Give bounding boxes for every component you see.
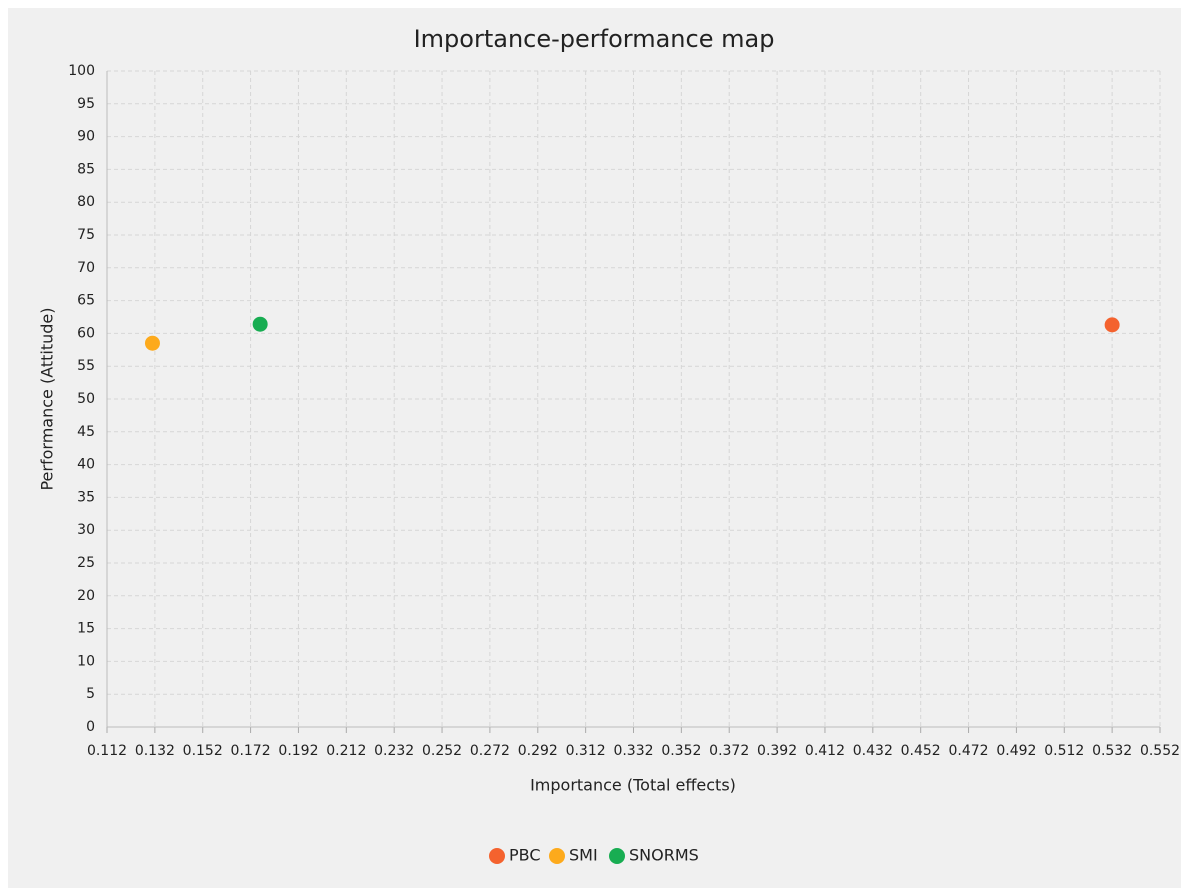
- legend-marker: [609, 848, 625, 864]
- chart-title: Importance-performance map: [414, 25, 775, 53]
- y-tick-label: 50: [77, 391, 95, 407]
- x-tick-label: 0.252: [422, 743, 462, 759]
- x-tick-label: 0.372: [709, 743, 749, 759]
- x-tick-label: 0.472: [948, 743, 988, 759]
- x-tick-label: 0.132: [135, 743, 175, 759]
- x-tick-label: 0.232: [374, 743, 414, 759]
- x-tick-label: 0.152: [183, 743, 223, 759]
- x-tick-label: 0.192: [278, 743, 318, 759]
- x-tick-label: 0.412: [805, 743, 845, 759]
- y-tick-label: 10: [77, 653, 95, 669]
- y-tick-label: 40: [77, 457, 95, 473]
- y-tick-label: 60: [77, 325, 95, 341]
- y-axis-label: Performance (Attitude): [38, 307, 57, 490]
- x-tick-label: 0.352: [661, 743, 701, 759]
- x-tick-label: 0.432: [853, 743, 893, 759]
- x-tick-label: 0.332: [613, 743, 653, 759]
- x-tick-label: 0.512: [1044, 743, 1084, 759]
- x-tick-label: 0.532: [1092, 743, 1132, 759]
- y-tick-label: 25: [77, 555, 95, 571]
- legend-label: SMI: [569, 846, 598, 865]
- y-tick-label: 0: [86, 719, 95, 735]
- point: [252, 316, 268, 332]
- y-tick-label: 55: [77, 358, 95, 374]
- y-tick-label: 15: [77, 621, 95, 637]
- x-tick-label: 0.492: [996, 743, 1036, 759]
- y-tick-label: 45: [77, 424, 95, 440]
- x-tick-label: 0.552: [1140, 743, 1180, 759]
- x-tick-label: 0.452: [901, 743, 941, 759]
- y-tick-label: 100: [68, 63, 95, 79]
- y-tick-label: 80: [77, 194, 95, 210]
- point: [144, 335, 160, 351]
- x-tick-label: 0.272: [470, 743, 510, 759]
- x-axis-label: Importance (Total effects): [530, 776, 736, 795]
- y-tick-label: 75: [77, 227, 95, 243]
- y-tick-label: 95: [77, 96, 95, 112]
- x-tick-label: 0.172: [231, 743, 271, 759]
- x-tick-label: 0.392: [757, 743, 797, 759]
- legend-marker: [549, 848, 565, 864]
- y-tick-label: 30: [77, 522, 95, 538]
- x-tick-label: 0.312: [566, 743, 606, 759]
- x-tick-label: 0.112: [87, 743, 127, 759]
- y-tick-label: 70: [77, 260, 95, 276]
- x-tick-label: 0.212: [326, 743, 366, 759]
- y-tick-label: 90: [77, 129, 95, 145]
- y-tick-label: 35: [77, 489, 95, 505]
- y-tick-label: 65: [77, 293, 95, 309]
- y-tick-label: 85: [77, 161, 95, 177]
- chart-background: [8, 8, 1181, 888]
- y-tick-label: 20: [77, 588, 95, 604]
- x-tick-label: 0.292: [518, 743, 558, 759]
- legend-label: PBC: [509, 846, 541, 865]
- y-tick-label: 5: [86, 686, 95, 702]
- legend-label: SNORMS: [629, 846, 699, 865]
- point: [1104, 317, 1120, 333]
- legend-marker: [489, 848, 505, 864]
